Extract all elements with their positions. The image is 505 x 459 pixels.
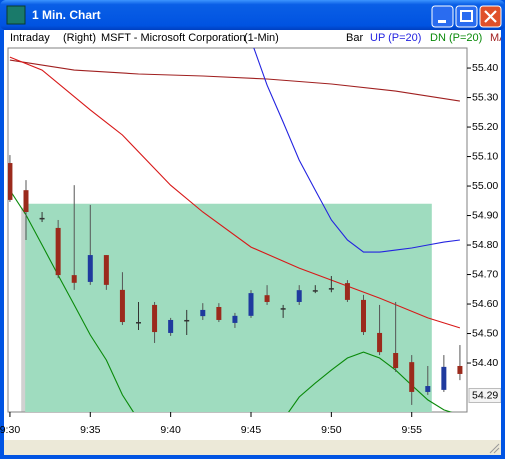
x-tick-label: 9:40 [160, 424, 181, 436]
header-interval: (1-Min) [244, 32, 279, 44]
header-style: Bar [346, 32, 363, 44]
window-controls [431, 5, 502, 28]
candle-body [8, 163, 13, 200]
x-tick-label: 9:50 [321, 424, 342, 436]
y-tick-label: 54.90 [472, 209, 498, 221]
candle-body [425, 386, 431, 392]
candle-body [409, 362, 415, 392]
header-side: (Right) [63, 32, 96, 44]
candle-body [328, 288, 334, 290]
y-tick-label: 55.10 [472, 150, 498, 162]
header-mode: Intraday [10, 32, 50, 44]
status-bar [4, 440, 501, 455]
candle-body [377, 332, 383, 353]
plot [8, 48, 463, 412]
title-bar [0, 0, 505, 30]
chart-header: Intraday (Right) MSFT - Microsoft Corpor… [10, 32, 505, 44]
indicator-line [9, 59, 460, 102]
y-tick-label: 55.30 [472, 91, 498, 103]
maximize-button[interactable] [455, 5, 478, 28]
candle-body [457, 365, 463, 374]
axes: 55.40 55.30 55.20 55.10 55.00 54.90 54.80 54.70… [0, 62, 502, 436]
candle-body [23, 190, 29, 213]
candle-body [296, 290, 302, 302]
y-tick-label: 54.70 [472, 268, 498, 280]
candle-body [184, 319, 190, 322]
candle-body [87, 255, 93, 282]
y-tick-label: 54.40 [472, 357, 498, 369]
highlight-zone [25, 203, 432, 412]
y-tick-label: 54.60 [472, 298, 498, 310]
candle-body [232, 315, 238, 323]
candle-body [119, 289, 125, 323]
header-symbol: MSFT - Microsoft Corporation [101, 32, 246, 44]
candle-body [55, 227, 61, 276]
candle-body [152, 304, 158, 333]
candle-body [168, 319, 174, 333]
candle-body [280, 308, 286, 310]
y-tick-label: 55.40 [472, 62, 498, 74]
candle-body [39, 217, 45, 220]
candle-body [264, 295, 270, 302]
candle-body [441, 366, 447, 390]
close-icon [484, 10, 497, 23]
window-title: 1 Min. Chart [32, 8, 101, 22]
maximize-icon [460, 10, 473, 22]
indicator-line [9, 189, 453, 412]
candle-body [136, 322, 141, 324]
candle-body [216, 306, 222, 320]
candle-body [200, 309, 206, 317]
resize-grip [489, 443, 500, 454]
candle-body [248, 293, 254, 316]
x-tick-label: 9:30 [0, 424, 20, 436]
x-tick-label: 9:55 [401, 424, 422, 436]
app-icon [6, 5, 26, 25]
candle-body [361, 299, 366, 333]
minimize-icon [438, 20, 446, 23]
y-tick-label: 54.80 [472, 239, 498, 251]
candle-body [312, 290, 318, 292]
y-tick-label: 54.50 [472, 327, 498, 339]
candle-body [103, 255, 109, 285]
legend-entry: DN (P=20) [430, 32, 482, 44]
legend-entry: UP (P=20) [370, 32, 421, 44]
candle-body [344, 283, 350, 300]
y-tick-label: 55.20 [472, 121, 498, 133]
y-tick-label: 55.00 [472, 180, 498, 192]
x-tick-label: 9:45 [241, 424, 262, 436]
x-tick-label: 9:35 [80, 424, 101, 436]
minimize-button[interactable] [431, 5, 454, 28]
candle-body [71, 275, 77, 283]
candle-body [393, 353, 399, 369]
window-border [501, 30, 505, 459]
last-price-label: 54.29 [472, 389, 498, 401]
indicator-line [9, 56, 461, 329]
indicator-line [253, 48, 460, 253]
